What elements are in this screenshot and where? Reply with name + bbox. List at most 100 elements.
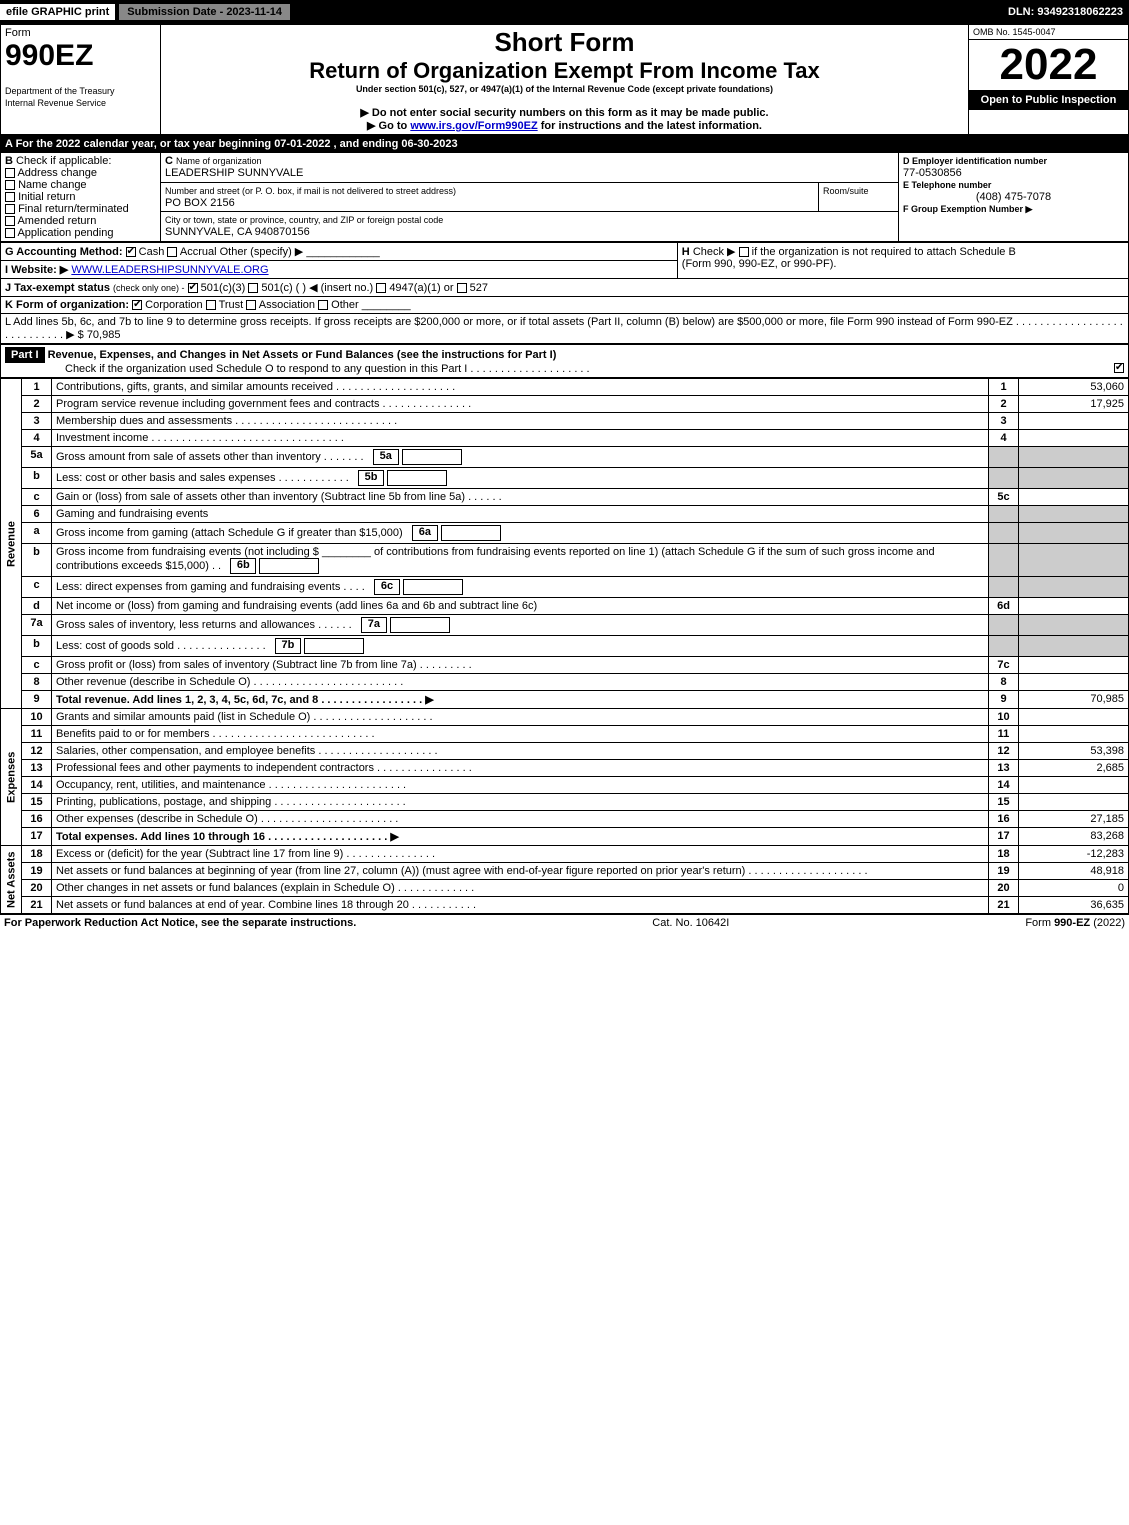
- dln-number: DLN: 93492318062223: [1008, 6, 1129, 18]
- revenue-section-label: Revenue: [1, 379, 22, 709]
- line14-amount: [1019, 777, 1129, 794]
- net-assets-section-label: Net Assets: [1, 846, 22, 914]
- city-label: City or town, state or province, country…: [165, 215, 443, 225]
- irs-label: Internal Revenue Service: [5, 98, 106, 108]
- section-l-text: L Add lines 5b, 6c, and 7b to line 9 to …: [1, 314, 1129, 344]
- section-b-label: B: [5, 155, 13, 167]
- lines-table: Revenue 1 Contributions, gifts, grants, …: [0, 378, 1129, 914]
- line10-amount: [1019, 709, 1129, 726]
- amended-return-checkbox[interactable]: [5, 216, 15, 226]
- top-bar: efile GRAPHIC print Submission Date - 20…: [0, 0, 1129, 24]
- line7b-value[interactable]: [304, 638, 364, 654]
- line7a-value[interactable]: [390, 617, 450, 633]
- expenses-section-label: Expenses: [1, 709, 22, 846]
- form-word: Form: [5, 27, 31, 39]
- line15-amount: [1019, 794, 1129, 811]
- part1-schedule-o-checkbox[interactable]: [1114, 363, 1124, 373]
- line11-amount: [1019, 726, 1129, 743]
- efile-print-label[interactable]: efile GRAPHIC print: [0, 4, 115, 20]
- catalog-number: Cat. No. 10642I: [652, 917, 729, 929]
- corporation-checkbox[interactable]: [132, 300, 142, 310]
- ein-label: D Employer identification number: [903, 156, 1047, 166]
- line19-amount: 48,918: [1019, 863, 1129, 880]
- submission-date: Submission Date - 2023-11-14: [119, 4, 290, 20]
- tax-year: 2022: [969, 40, 1128, 90]
- name-change-checkbox[interactable]: [5, 180, 15, 190]
- line8-amount: [1019, 674, 1129, 691]
- line6b-value[interactable]: [259, 558, 319, 574]
- form-org-label: K Form of organization:: [5, 299, 129, 311]
- website-label: I Website: ▶: [5, 264, 68, 276]
- check-if-applicable: Check if applicable:: [16, 155, 111, 167]
- 501c3-checkbox[interactable]: [188, 283, 198, 293]
- line20-amount: 0: [1019, 880, 1129, 897]
- part1-header-table: Part I Revenue, Expenses, and Changes in…: [0, 344, 1129, 378]
- address-change-checkbox[interactable]: [5, 168, 15, 178]
- subtitle: Under section 501(c), 527, or 4947(a)(1)…: [165, 84, 964, 94]
- part1-title: Revenue, Expenses, and Changes in Net As…: [48, 349, 557, 361]
- line7c-amount: [1019, 657, 1129, 674]
- room-label: Room/suite: [823, 186, 869, 196]
- other-org-checkbox[interactable]: [318, 300, 328, 310]
- phone-label: E Telephone number: [903, 180, 991, 190]
- line5a-value[interactable]: [402, 449, 462, 465]
- final-return-checkbox[interactable]: [5, 204, 15, 214]
- section-a: A For the 2022 calendar year, or tax yea…: [1, 136, 1129, 153]
- line18-amount: -12,283: [1019, 846, 1129, 863]
- 4947-checkbox[interactable]: [376, 283, 386, 293]
- paperwork-notice: For Paperwork Reduction Act Notice, see …: [4, 917, 356, 929]
- line4-amount: [1019, 430, 1129, 447]
- ein-value: 77-0530856: [903, 167, 962, 179]
- group-exemption-label: F Group Exemption Number ▶: [903, 204, 1032, 214]
- part1-check-text: Check if the organization used Schedule …: [5, 363, 590, 375]
- short-form-title: Short Form: [165, 27, 964, 58]
- street-label: Number and street (or P. O. box, if mail…: [165, 186, 456, 196]
- line9-amount: 70,985: [1019, 691, 1129, 709]
- line6d-amount: [1019, 598, 1129, 615]
- website-link[interactable]: WWW.LEADERSHIPSUNNYVALE.ORG: [71, 264, 268, 276]
- cash-checkbox[interactable]: [126, 247, 136, 257]
- trust-checkbox[interactable]: [206, 300, 216, 310]
- part1-label: Part I: [5, 347, 45, 363]
- header-table: Form 990EZ Department of the Treasury In…: [0, 24, 1129, 135]
- warning-ssn: ▶ Do not enter social security numbers o…: [165, 106, 964, 119]
- line3-amount: [1019, 413, 1129, 430]
- accounting-method-label: G Accounting Method:: [5, 246, 123, 258]
- section-h-label: H: [682, 246, 690, 258]
- initial-return-checkbox[interactable]: [5, 192, 15, 202]
- org-name: LEADERSHIP SUNNYVALE: [165, 167, 303, 179]
- line21-amount: 36,635: [1019, 897, 1129, 914]
- main-title: Return of Organization Exempt From Incom…: [165, 58, 964, 84]
- line6a-value[interactable]: [441, 525, 501, 541]
- irs-link[interactable]: www.irs.gov/Form990EZ: [410, 120, 537, 132]
- city-value: SUNNYVALE, CA 940870156: [165, 226, 310, 238]
- line17-amount: 83,268: [1019, 828, 1129, 846]
- open-to-public: Open to Public Inspection: [969, 90, 1128, 110]
- application-pending-checkbox[interactable]: [5, 228, 15, 238]
- line6c-value[interactable]: [403, 579, 463, 595]
- 501c-checkbox[interactable]: [248, 283, 258, 293]
- warning-goto: ▶ Go to www.irs.gov/Form990EZ for instru…: [165, 119, 964, 132]
- section-c-label: C: [165, 155, 173, 167]
- line2-amount: 17,925: [1019, 396, 1129, 413]
- section-gh-table: G Accounting Method: Cash Accrual Other …: [0, 242, 1129, 344]
- line12-amount: 53,398: [1019, 743, 1129, 760]
- org-name-label: Name of organization: [176, 156, 262, 166]
- accrual-checkbox[interactable]: [167, 247, 177, 257]
- line5c-amount: [1019, 489, 1129, 506]
- line5b-value[interactable]: [387, 470, 447, 486]
- form-number: 990EZ: [5, 39, 93, 72]
- line1-amount: 53,060: [1019, 379, 1129, 396]
- line13-amount: 2,685: [1019, 760, 1129, 777]
- association-checkbox[interactable]: [246, 300, 256, 310]
- street-value: PO BOX 2156: [165, 197, 235, 209]
- form-footer: Form 990-EZ (2022): [1025, 917, 1125, 929]
- 527-checkbox[interactable]: [457, 283, 467, 293]
- dept-label: Department of the Treasury: [5, 86, 115, 96]
- schedule-b-checkbox[interactable]: [739, 247, 749, 257]
- omb-number: OMB No. 1545-0047: [969, 25, 1128, 40]
- tax-exempt-label: J Tax-exempt status: [5, 282, 110, 294]
- page-footer: For Paperwork Reduction Act Notice, see …: [0, 914, 1129, 931]
- phone-value: (408) 475-7078: [903, 191, 1124, 203]
- line16-amount: 27,185: [1019, 811, 1129, 828]
